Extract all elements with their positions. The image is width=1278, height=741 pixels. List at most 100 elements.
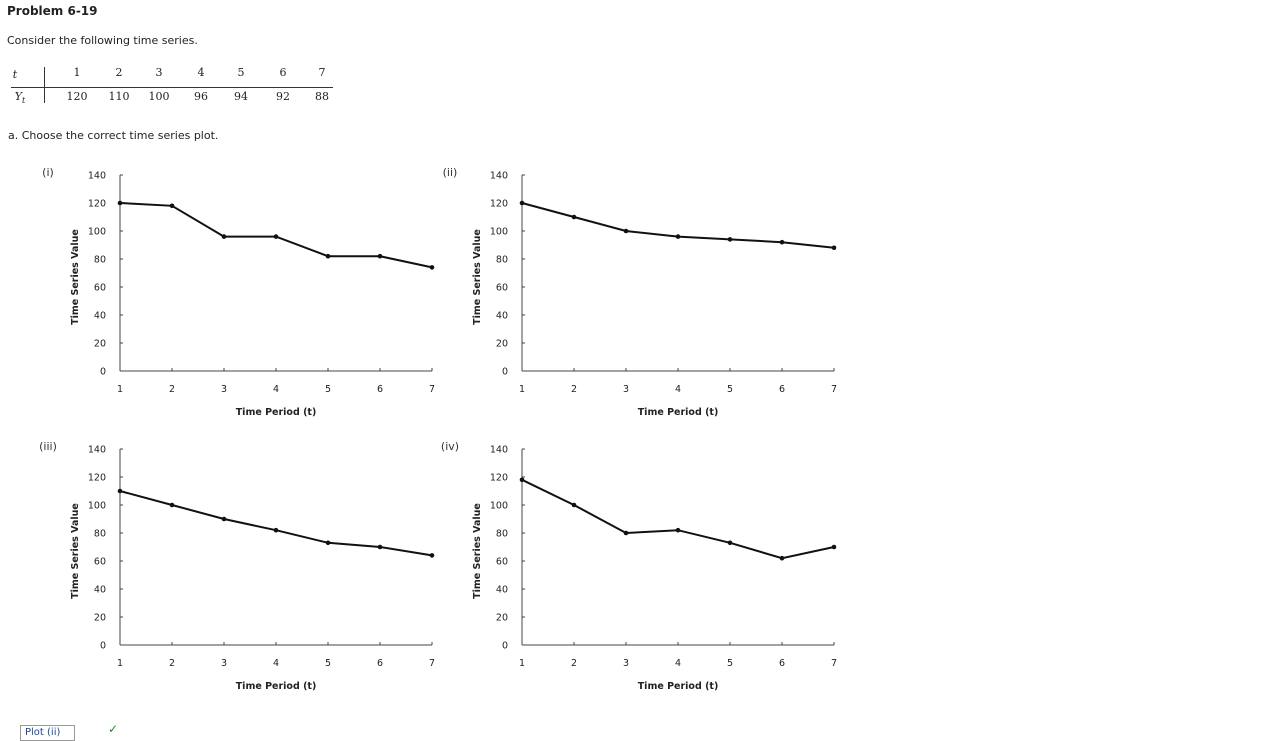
y-tick-label: 120 [88, 473, 106, 484]
data-point [571, 214, 577, 220]
x-axis-title: Time Period (t) [638, 407, 719, 418]
y-tick-label: 40 [496, 585, 508, 596]
check-icon: ✓ [108, 722, 119, 736]
y-axis-title: Time Series Value [472, 503, 483, 599]
x-tick-label: 4 [273, 384, 279, 395]
y-tick-label: 100 [88, 227, 106, 238]
y-tick-label: 20 [94, 339, 106, 350]
y-tick-label: 60 [496, 283, 508, 294]
data-point [325, 540, 331, 546]
x-tick-label: 6 [377, 658, 383, 669]
plot-label: (iv) [441, 440, 459, 453]
plot-answer-select[interactable]: Plot (ii) [20, 725, 76, 741]
x-tick-label: 7 [429, 384, 435, 395]
x-tick-label: 1 [519, 384, 525, 395]
data-point [779, 555, 785, 561]
data-point [727, 237, 733, 242]
x-tick-label: 3 [221, 658, 227, 669]
problem-title: Problem 6-19 [7, 4, 98, 18]
y-tick-label: 20 [94, 613, 106, 624]
data-point [429, 265, 435, 270]
y-tick-label: 140 [88, 445, 106, 456]
plot-panel: (iv) 0 20 40 60 80 100 120 140 1 2 3 4 5 6 7 Time Period… [441, 440, 837, 692]
y-tick-label: 80 [496, 529, 508, 540]
y-tick-label: 20 [496, 613, 508, 624]
plot-panel: (i) 0 20 40 60 80 100 120 140 1 2 3 4 5 6 7 Time Period … [42, 166, 435, 418]
series-line [521, 478, 835, 560]
x-tick-label: 6 [779, 384, 785, 395]
data-point [221, 516, 227, 522]
y-tick-label: 100 [88, 501, 106, 512]
x-tick-label: 7 [831, 384, 837, 395]
x-tick-label: 2 [571, 658, 577, 669]
problem-intro: Consider the following time series. [7, 34, 198, 47]
data-point [831, 544, 837, 550]
y-tick-label: 60 [94, 283, 106, 294]
y-axis-title: Time Series Value [70, 503, 81, 599]
data-point [519, 200, 525, 206]
data-point [377, 253, 383, 259]
data-point [623, 530, 629, 536]
y-tick-label: 120 [490, 473, 508, 484]
y-tick-label: 100 [490, 501, 508, 512]
y-tick-label: 140 [88, 171, 106, 182]
y-tick-label: 40 [94, 311, 106, 322]
data-point [325, 253, 331, 259]
plot-label: (ii) [443, 166, 458, 179]
data-point [273, 234, 279, 239]
y-tick-label: 100 [490, 227, 508, 238]
y-tick-label: 140 [490, 445, 508, 456]
x-tick-label: 4 [675, 658, 681, 669]
data-point [117, 200, 123, 206]
x-tick-label: 7 [429, 658, 435, 669]
question-text: a. Choose the correct time series plot. [8, 129, 219, 142]
x-tick-label: 4 [675, 384, 681, 395]
y-tick-label: 60 [496, 557, 508, 568]
y-tick-label: 120 [490, 199, 508, 210]
x-tick-label: 6 [779, 658, 785, 669]
x-tick-label: 1 [117, 658, 123, 669]
x-tick-label: 2 [169, 658, 175, 669]
x-tick-label: 5 [727, 384, 733, 395]
data-point [519, 477, 525, 483]
y-tick-label: 140 [490, 171, 508, 182]
data-point [377, 544, 383, 550]
y-axis-title: Time Series Value [70, 229, 81, 325]
y-tick-label: 0 [502, 367, 508, 378]
plot-panel: (iii) 0 20 40 60 80 100 120 140 1 2 3 4 5 6 7 Time Perio… [39, 440, 435, 692]
x-axis-title: Time Period (t) [236, 681, 317, 692]
x-tick-label: 3 [221, 384, 227, 395]
y-tick-label: 80 [94, 255, 106, 266]
data-point [623, 228, 629, 234]
plot-label: (i) [42, 166, 54, 179]
y-tick-label: 120 [88, 199, 106, 210]
x-tick-label: 2 [169, 384, 175, 395]
y-tick-label: 0 [100, 367, 106, 378]
data-point [779, 239, 785, 245]
y-tick-label: 80 [94, 529, 106, 540]
data-point [169, 203, 175, 209]
y-tick-label: 40 [496, 311, 508, 322]
y-tick-label: 0 [100, 641, 106, 652]
data-point [221, 234, 227, 239]
data-point [117, 488, 123, 494]
y-axis-title: Time Series Value [472, 229, 483, 325]
series-line [521, 202, 835, 249]
series-line [119, 490, 433, 557]
y-tick-label: 40 [94, 585, 106, 596]
x-axis-title: Time Period (t) [638, 681, 719, 692]
y-tick-label: 0 [502, 641, 508, 652]
x-tick-label: 5 [727, 658, 733, 669]
x-tick-label: 5 [325, 658, 331, 669]
y-tick-label: 20 [496, 339, 508, 350]
data-point [429, 553, 435, 558]
x-tick-label: 1 [519, 658, 525, 669]
y-tick-label: 80 [496, 255, 508, 266]
data-point [675, 234, 681, 239]
x-tick-label: 5 [325, 384, 331, 395]
data-point [831, 245, 837, 251]
x-tick-label: 2 [571, 384, 577, 395]
data-point [571, 502, 577, 508]
x-tick-label: 7 [831, 658, 837, 669]
